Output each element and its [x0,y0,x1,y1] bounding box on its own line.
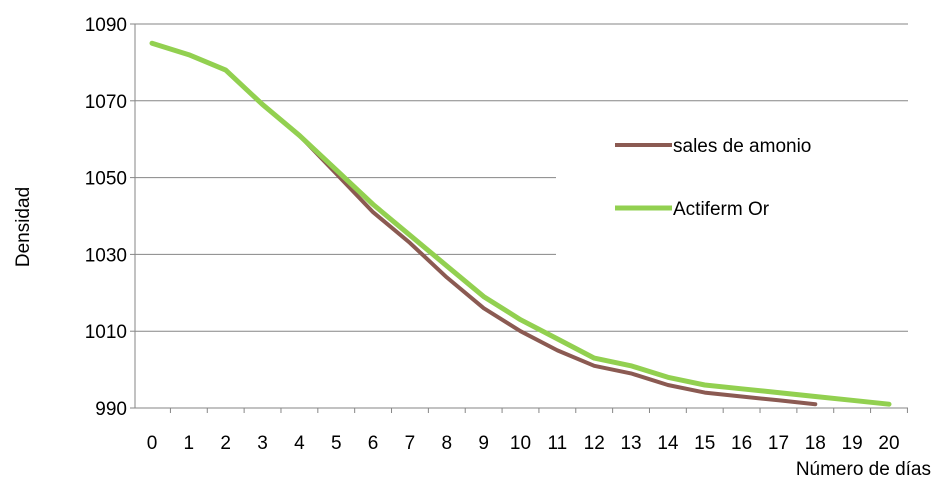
x-tick-label: 11 [547,433,567,454]
x-tick-label: 7 [405,433,416,454]
x-tick-label: 16 [731,433,752,454]
series-lines [149,40,892,407]
y-tick-label: 1050 [85,169,127,190]
legend-label-1: sales de amonio [673,136,811,157]
x-tick-label: 20 [878,433,899,454]
x-tick-label: 18 [805,433,826,454]
x-tick-label: 9 [478,433,489,454]
x-tick-label: 2 [220,433,231,454]
x-tick-label: 8 [442,433,453,454]
x-tick-label: 6 [368,433,379,454]
x-tick-label: 10 [510,433,531,454]
x-tick-label: 17 [768,433,789,454]
x-tick-label: 4 [294,433,305,454]
y-tick-label: 1070 [85,92,127,113]
y-tick-label: 990 [95,399,127,420]
x-tick-label: 12 [584,433,605,454]
legend-background [556,126,909,258]
y-tick-label: 1030 [85,245,127,266]
x-axis-title: Número de días [796,459,931,480]
x-tick-label: 3 [257,433,268,454]
legend: sales de amonio Actiferm Or [556,126,909,258]
x-tick-labels: 0 1 2 3 4 5 6 7 8 9 10 11 12 13 14 15 16 17 18 19 20 [147,433,900,454]
series-line-2 [149,40,892,407]
axes [130,23,908,413]
y-tick-label: 1010 [85,322,127,343]
x-tick-label: 14 [657,433,679,454]
y-axis-title: Densidad [13,187,34,267]
y-tick-labels: 990 1010 1030 1050 1070 1090 [85,15,127,420]
x-tick-label: 15 [694,433,715,454]
x-tick-label: 13 [620,433,641,454]
y-tick-label: 1090 [85,15,127,36]
x-tick-label: 1 [184,433,195,454]
x-tick-label: 19 [842,433,863,454]
legend-label-2: Actiferm Or [673,199,770,220]
x-tick-label: 5 [331,433,342,454]
x-tick-label: 0 [147,433,158,454]
